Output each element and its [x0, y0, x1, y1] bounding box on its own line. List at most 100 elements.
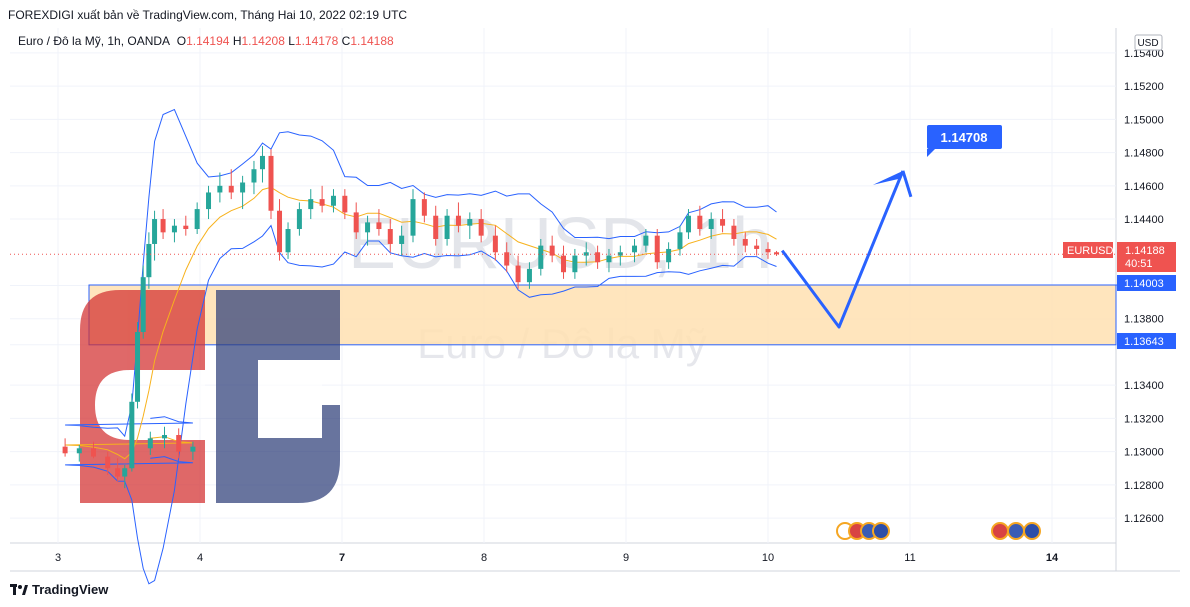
legend-o-label: O — [176, 34, 187, 48]
candle-body — [194, 209, 200, 230]
symbol-legend[interactable]: Euro / Đô la Mỹ, 1h, OANDA O1.14194 H1.1… — [18, 34, 394, 48]
economic-events[interactable] — [836, 522, 1041, 540]
candle-body — [160, 219, 166, 233]
price-tick-label: 1.13200 — [1124, 413, 1164, 425]
candle-body — [277, 210, 283, 253]
candle-body — [549, 245, 555, 256]
candle-body — [467, 219, 473, 226]
time-tick-label: 9 — [623, 552, 629, 564]
candle-body — [330, 195, 336, 206]
candle-body — [206, 192, 212, 210]
candle-body — [697, 215, 703, 230]
zone-top-label-box — [1117, 275, 1176, 291]
price-tick-label: 1.12600 — [1124, 513, 1164, 525]
candle-body — [720, 219, 726, 226]
candle-body — [140, 277, 146, 333]
candle-body — [561, 255, 567, 273]
zone-top-label: 1.14003 — [1124, 278, 1164, 290]
time-tick-label: 10 — [762, 552, 774, 564]
candle-body — [515, 265, 521, 283]
price-tick-label: 1.14600 — [1124, 181, 1164, 193]
candle-body — [433, 215, 439, 239]
candle-body — [365, 222, 371, 233]
candlesticks — [62, 145, 780, 489]
candle-body — [308, 199, 314, 210]
zone-bottom-label: 1.13643 — [1124, 336, 1164, 348]
candle-body — [176, 435, 182, 452]
eu-flag-icon[interactable] — [1007, 522, 1025, 540]
legend-l-value: 1.14178 — [294, 34, 339, 48]
candle-body — [285, 229, 291, 253]
candle-body — [122, 468, 128, 477]
lower-band-line — [65, 224, 777, 585]
legend-c-value: 1.14188 — [350, 34, 394, 48]
footer-brand: TradingView — [32, 582, 109, 597]
candle-body — [666, 248, 672, 263]
candle-body — [171, 225, 177, 233]
candle-body — [708, 219, 714, 230]
candle-body — [754, 245, 760, 249]
candle-body — [444, 215, 450, 239]
target-label-box[interactable] — [927, 125, 1002, 149]
candle-body — [765, 248, 771, 253]
price-tick-label: 1.13400 — [1124, 380, 1164, 392]
candle-body — [91, 448, 96, 457]
candle-body — [595, 252, 601, 263]
projection-path[interactable] — [780, 170, 905, 329]
candle-body — [129, 401, 135, 469]
candle-body — [76, 448, 82, 454]
candle-body — [742, 238, 748, 246]
eu-flag-icon[interactable] — [872, 522, 890, 540]
candle-body — [538, 245, 544, 269]
candle-body — [342, 195, 348, 213]
candle-body — [228, 185, 234, 193]
time-axis[interactable]: 3 4 7 8 9 10 11 14 — [55, 552, 1059, 564]
time-tick-label: 11 — [904, 552, 915, 564]
candle-body — [410, 199, 416, 236]
currency-badge-box[interactable] — [1134, 34, 1163, 51]
price-tick-label: 1.15000 — [1124, 114, 1164, 126]
time-tick-label: 4 — [197, 552, 203, 564]
eu-flag-icon[interactable] — [1023, 522, 1041, 540]
time-tick-label: 7 — [339, 552, 345, 564]
candle-body — [731, 225, 737, 239]
price-tick-label: 1.15200 — [1124, 81, 1164, 93]
legend-o-value: 1.14194 — [186, 34, 230, 48]
candle-body — [376, 222, 382, 230]
price-tick-label: 1.15400 — [1124, 48, 1164, 60]
candle-body — [492, 235, 498, 253]
candle-body — [685, 215, 691, 233]
arrowhead-stroke — [901, 170, 913, 198]
candle-body — [353, 212, 359, 233]
candle-body — [259, 155, 265, 170]
candle-body — [455, 215, 461, 226]
footer: TradingView — [10, 582, 108, 597]
candle-body — [654, 235, 660, 263]
symbol-label-box — [1063, 242, 1113, 258]
publish-header: FOREXDIGI xuất bản về TradingView.com, T… — [8, 8, 407, 22]
arrowhead-icon — [872, 170, 903, 185]
candle-body — [296, 209, 302, 230]
us-flag-icon[interactable] — [991, 522, 1009, 540]
candle-body — [152, 219, 158, 244]
candle-body — [183, 225, 189, 230]
candle-body — [478, 219, 484, 236]
price-tick-label: 1.13800 — [1124, 314, 1164, 326]
candle-body — [606, 255, 612, 263]
candle-body — [504, 252, 510, 266]
candle-body — [572, 255, 578, 273]
symbol-label: EURUSD — [1067, 245, 1114, 257]
legend-h-label: H — [232, 34, 242, 48]
currency-badge: USD — [1137, 38, 1158, 49]
tradingview-logo-icon — [10, 583, 28, 595]
time-tick-label: 14 — [1046, 552, 1059, 564]
candle-body — [240, 182, 246, 193]
candle-body — [774, 252, 780, 255]
price-axis[interactable]: 1.15400 1.15200 1.15000 1.14800 1.14600 1.144… — [1124, 48, 1164, 525]
candle-body — [190, 446, 196, 452]
candle-body — [677, 232, 683, 249]
gt-logo-icon — [80, 290, 340, 503]
legend-l-label: L — [288, 34, 295, 48]
candle-body — [146, 243, 152, 278]
